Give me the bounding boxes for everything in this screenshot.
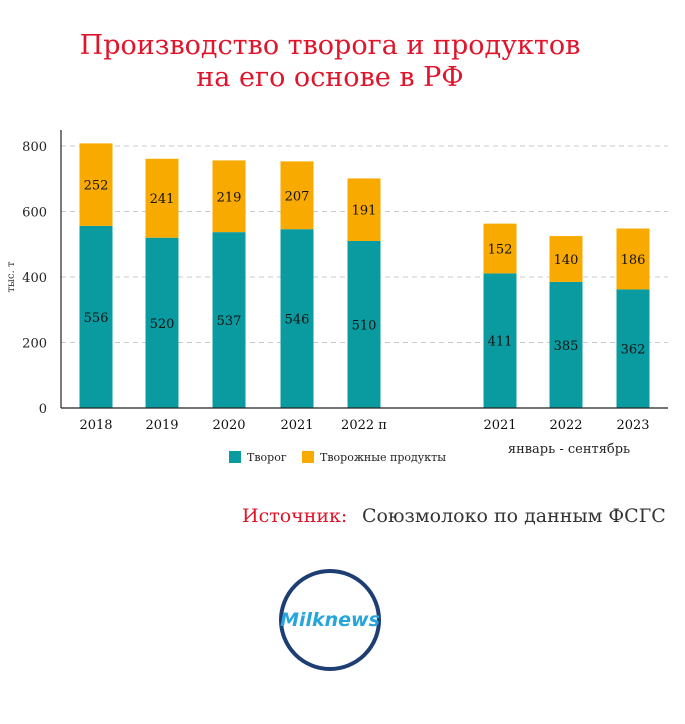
- y-tick-label: 800: [22, 140, 47, 155]
- legend-label: Творожные продукты: [320, 451, 446, 464]
- chart-title: Производство творога и продуктов на его …: [0, 30, 660, 94]
- legend-swatch: [229, 451, 241, 463]
- y-tick-label: 600: [22, 206, 47, 221]
- bar-tvorog: [79, 225, 113, 408]
- y-tick-label: 0: [39, 402, 47, 417]
- bar-tvorozhnye-produkty: [212, 160, 246, 233]
- bar-tvorog: [483, 273, 517, 408]
- bar-tvorozhnye-produkty: [145, 158, 179, 238]
- legend-swatch: [302, 451, 314, 463]
- legend: Творог Творожные продукты: [229, 451, 446, 464]
- data-label-tvorog: 385: [554, 339, 579, 354]
- data-label-tvorozhnye-produkty: 241: [150, 192, 175, 207]
- data-label-tvorog: 546: [285, 313, 310, 328]
- x-tick-label: 2022: [549, 418, 582, 433]
- bar-tvorog: [347, 240, 381, 408]
- data-label-tvorozhnye-produkty: 207: [285, 189, 310, 204]
- milknews-logo: Milknews: [279, 569, 381, 671]
- source-line: Источник: Союзмолоко по данным ФСГС: [0, 505, 685, 529]
- bar-tvorog: [549, 281, 583, 408]
- bar-tvorog: [616, 289, 650, 408]
- bar-tvorog: [145, 237, 179, 408]
- data-label-tvorozhnye-produkty: 152: [488, 243, 513, 258]
- x-tick-label: 2020: [212, 418, 245, 433]
- data-label-tvorozhnye-produkty: 219: [217, 190, 242, 205]
- source-value: Союзмолоко по данным ФСГС: [362, 505, 666, 527]
- legend-label: Творог: [247, 451, 287, 464]
- bar-tvorozhnye-produkty: [549, 236, 583, 282]
- labels: 0 200 400 600 800 тыс. т 556 252 2018 520 241 2019 5…: [6, 140, 650, 457]
- bar-tvorog: [280, 229, 314, 408]
- x-tick-label: 2021: [483, 418, 516, 433]
- y-tick-label: 200: [22, 337, 47, 352]
- bar-tvorozhnye-produkty: [79, 143, 113, 226]
- data-label-tvorog: 362: [621, 343, 646, 358]
- bar-tvorozhnye-produkty: [347, 178, 381, 241]
- x-tick-label: 2018: [79, 418, 112, 433]
- data-label-tvorog: 537: [217, 314, 242, 329]
- source-label: Источник:: [242, 505, 348, 527]
- bar-tvorozhnye-produkty: [616, 228, 650, 290]
- group-label: январь - сентябрь: [508, 442, 630, 457]
- y-axis-label: тыс. т: [6, 261, 17, 292]
- bars: [79, 143, 650, 408]
- axes: [60, 130, 668, 409]
- bar-tvorog: [212, 232, 246, 408]
- data-label-tvorozhnye-produkty: 186: [621, 253, 646, 268]
- y-tick-label: 400: [22, 271, 47, 286]
- title-line-1: Производство творога и продуктов: [79, 30, 581, 61]
- title-line-2: на его основе в РФ: [196, 62, 464, 93]
- bar-tvorozhnye-produkty: [483, 223, 517, 274]
- data-label-tvorozhnye-produkty: 140: [554, 253, 579, 268]
- x-tick-label: 2023: [616, 418, 649, 433]
- data-label-tvorog: 510: [352, 318, 377, 333]
- data-label-tvorog: 520: [150, 317, 175, 332]
- x-tick-label: 2021: [280, 418, 313, 433]
- data-label-tvorozhnye-produkty: 252: [84, 179, 109, 194]
- data-label-tvorog: 556: [84, 311, 109, 326]
- logo-text: Milknews: [280, 609, 380, 631]
- x-tick-label: 2019: [145, 418, 178, 433]
- bar-chart: 0 200 400 600 800 тыс. т 556 252 2018 520 241 2019 5…: [6, 130, 668, 464]
- bar-tvorozhnye-produkty: [280, 161, 314, 230]
- data-label-tvorog: 411: [488, 335, 513, 350]
- data-label-tvorozhnye-produkty: 191: [352, 204, 377, 219]
- x-tick-label: 2022 п: [341, 418, 387, 433]
